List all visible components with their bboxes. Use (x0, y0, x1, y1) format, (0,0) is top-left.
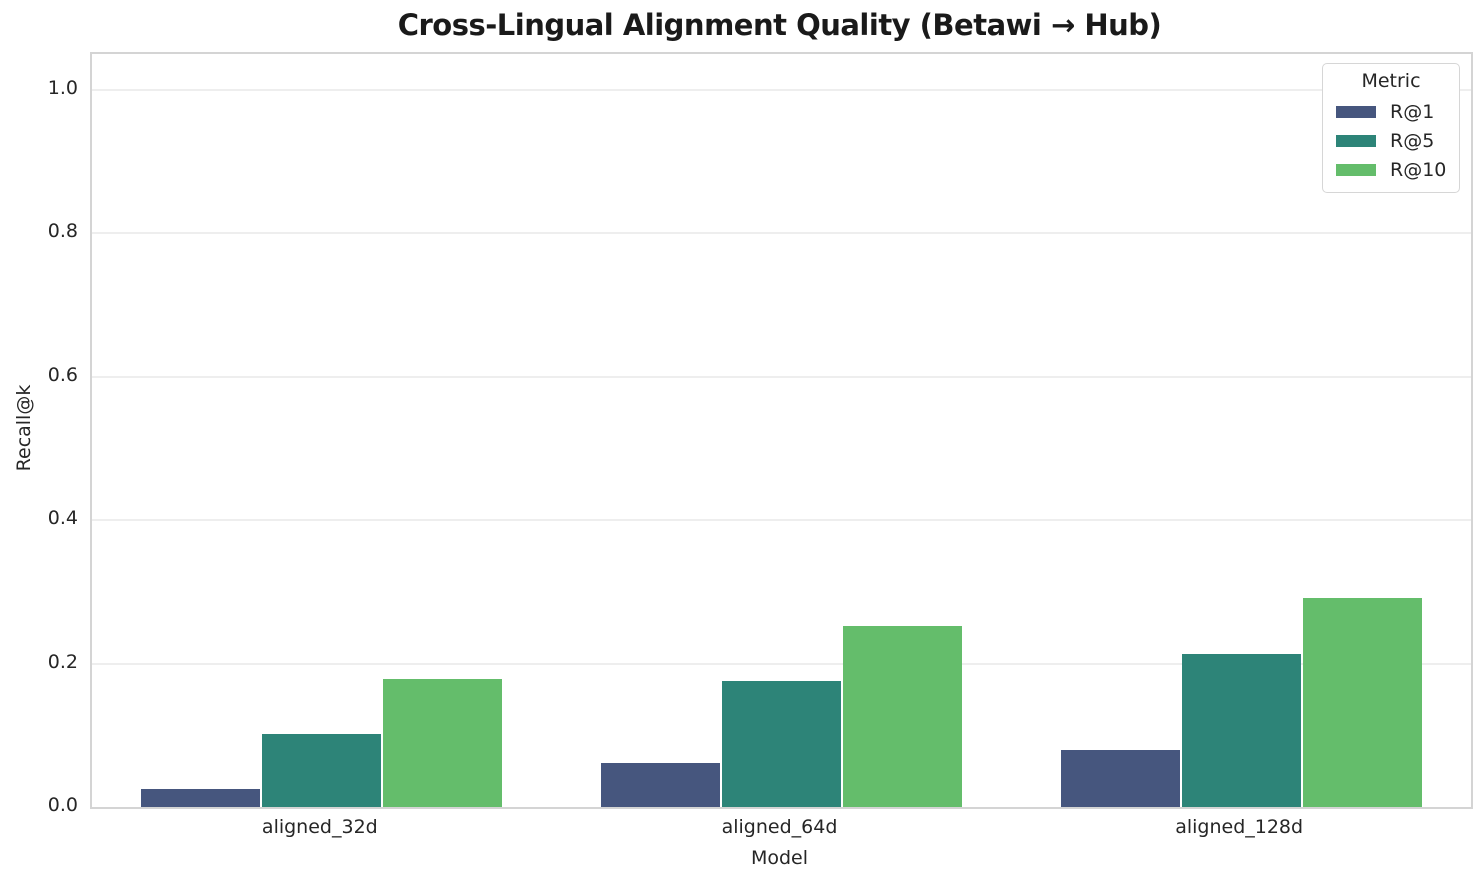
y-tick-1.0: 1.0 (47, 76, 78, 99)
bar-aligned_64d-R@1 (601, 763, 720, 807)
gridline-y-0.8 (92, 232, 1471, 235)
bar-aligned_32d-R@5 (262, 733, 382, 807)
x-axis-label: Model (750, 847, 809, 869)
y-axis-label: Recall@k (13, 384, 35, 472)
legend-item-R@1: R@1 (1323, 97, 1459, 126)
bar-aligned_32d-R@1 (141, 789, 261, 807)
legend-label-R@5: R@5 (1390, 129, 1435, 152)
x-tick-aligned_128d: aligned_128d (1175, 816, 1304, 838)
legend-items: R@1 R@5 R@10 (1323, 97, 1459, 184)
y-tick-0.4: 0.4 (47, 507, 78, 530)
plot-area (90, 52, 1473, 809)
legend-title: Metric (1361, 70, 1421, 92)
gridline-y-0.4 (92, 519, 1471, 522)
bar-aligned_128d-R@10 (1302, 597, 1422, 807)
legend-label-R@1: R@1 (1390, 100, 1435, 123)
bar-aligned_128d-R@5 (1181, 654, 1301, 807)
gridline-y-0.2 (92, 662, 1471, 665)
legend-item-R@5: R@5 (1323, 126, 1459, 155)
y-tick-0.6: 0.6 (47, 363, 78, 386)
y-tick-0.8: 0.8 (47, 220, 78, 243)
y-tick-0.2: 0.2 (47, 650, 78, 673)
chart-title: Cross-Lingual Alignment Quality (Betawi … (397, 8, 1162, 42)
bar-aligned_32d-R@10 (383, 679, 503, 807)
legend-swatch-R@5 (1336, 134, 1376, 147)
x-tick-aligned_64d: aligned_64d (721, 816, 838, 838)
legend: Metric R@1 R@5 R@10 (1322, 63, 1460, 193)
x-tick-aligned_32d: aligned_32d (261, 816, 378, 838)
bar-aligned_128d-R@1 (1060, 749, 1180, 807)
legend-label-R@10: R@10 (1390, 158, 1447, 181)
legend-swatch-R@1 (1336, 105, 1376, 118)
y-tick-0.0: 0.0 (47, 794, 78, 816)
gridline-y-0.6 (92, 375, 1471, 378)
bar-aligned_64d-R@5 (722, 680, 841, 807)
legend-swatch-R@10 (1336, 163, 1376, 176)
legend-item-R@10: R@10 (1323, 155, 1459, 184)
gridline-y-1 (92, 88, 1471, 91)
bar-aligned_64d-R@10 (843, 626, 962, 807)
